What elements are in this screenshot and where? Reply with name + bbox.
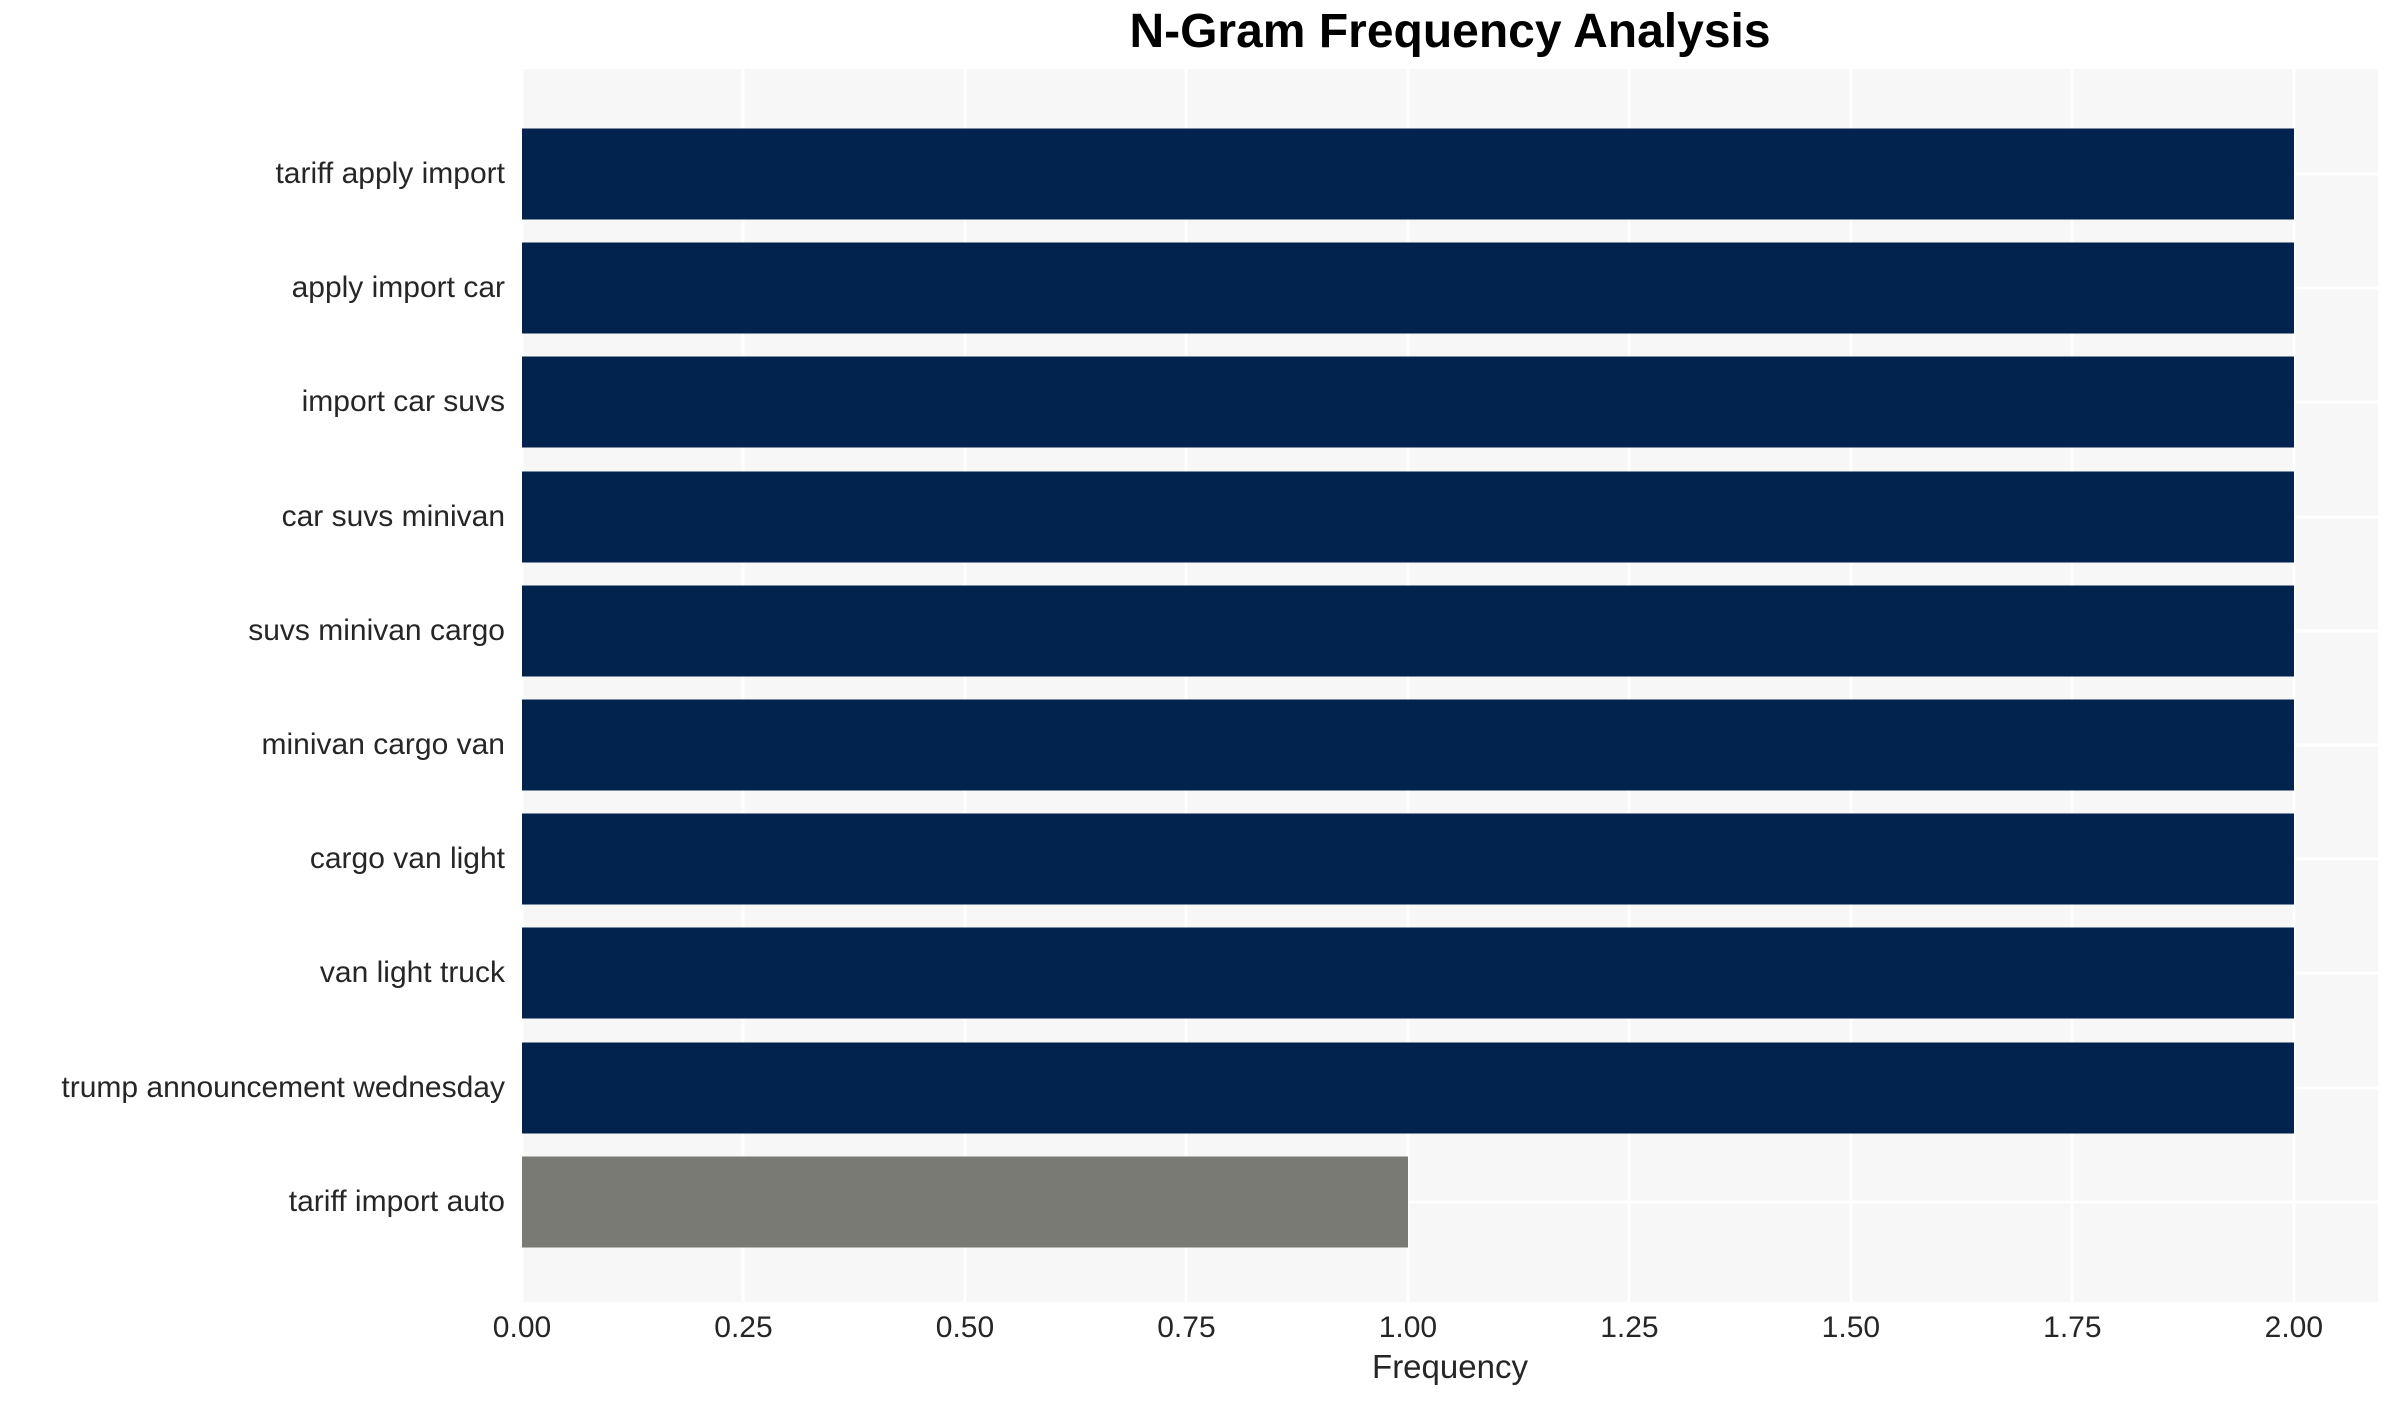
y-tick-label-import-car-suvs: import car suvs	[301, 385, 505, 419]
y-tick-label-minivan-cargo-van: minivan cargo van	[261, 728, 505, 761]
bar-minivan-cargo-van	[522, 699, 2294, 791]
y-tick-label-van-light-truck: van light truck	[319, 956, 505, 990]
y-tick-label-suvs-minivan-cargo: suvs minivan cargo	[248, 613, 505, 647]
vertical-gridline-1.75	[2070, 69, 2074, 1302]
bar-tariff-import-auto	[522, 1156, 1408, 1248]
y-tick-label-cargo-van-light: cargo van light	[309, 842, 505, 876]
bar-import-car-suvs	[522, 356, 2294, 448]
y-tick-label-tariff-import-auto: tariff import auto	[288, 1184, 505, 1218]
x-tick-label-1.00: 1.00	[1378, 1311, 1438, 1344]
x-tick-label-2.00: 2.00	[2264, 1311, 2324, 1344]
x-tick-label-1.25: 1.25	[1600, 1311, 1659, 1344]
vertical-gridline-1.25	[1627, 69, 1631, 1302]
vertical-gridline-0.00	[522, 69, 524, 1302]
y-tick-label-tariff-apply-import: tariff apply import	[275, 157, 505, 190]
vertical-gridline-1.50	[1849, 69, 1853, 1302]
bar-suvs-minivan-cargo	[522, 585, 2294, 677]
y-tick-label-apply-import-car: apply import car	[291, 271, 505, 305]
bar-tariff-apply-import	[522, 128, 2294, 220]
x-tick-label-0.75: 0.75	[1157, 1311, 1216, 1344]
vertical-gridline-0.75	[1184, 69, 1188, 1302]
bar-van-light-truck	[522, 927, 2294, 1019]
vertical-gridline-0.50	[963, 69, 967, 1302]
vertical-gridline-1.00	[1406, 69, 1410, 1302]
y-tick-label-car-suvs-minivan: car suvs minivan	[281, 499, 505, 533]
bar-trump-announcement-wednesday	[522, 1042, 2294, 1134]
y-tick-label-trump-announcement-wednesday: trump announcement wednesday	[61, 1070, 505, 1104]
bar-cargo-van-light	[522, 813, 2294, 905]
vertical-gridline-2.00	[2292, 69, 2296, 1302]
bar-apply-import-car	[522, 242, 2294, 334]
x-tick-label-0.00: 0.00	[492, 1311, 552, 1344]
chart-title: N-Gram Frequency Analysis	[1129, 5, 1771, 58]
x-tick-label-0.25: 0.25	[714, 1311, 773, 1344]
plot-area	[522, 69, 2378, 1302]
vertical-gridline-0.25	[741, 69, 745, 1302]
x-tick-label-1.50: 1.50	[1821, 1311, 1881, 1344]
bar-car-suvs-minivan	[522, 471, 2294, 563]
x-tick-label-0.50: 0.50	[935, 1311, 995, 1344]
horizontal-gridline-tariff-import-auto	[522, 1200, 2378, 1204]
x-axis-label: Frequency	[1372, 1348, 1528, 1385]
x-tick-label-1.75: 1.75	[2043, 1311, 2102, 1344]
